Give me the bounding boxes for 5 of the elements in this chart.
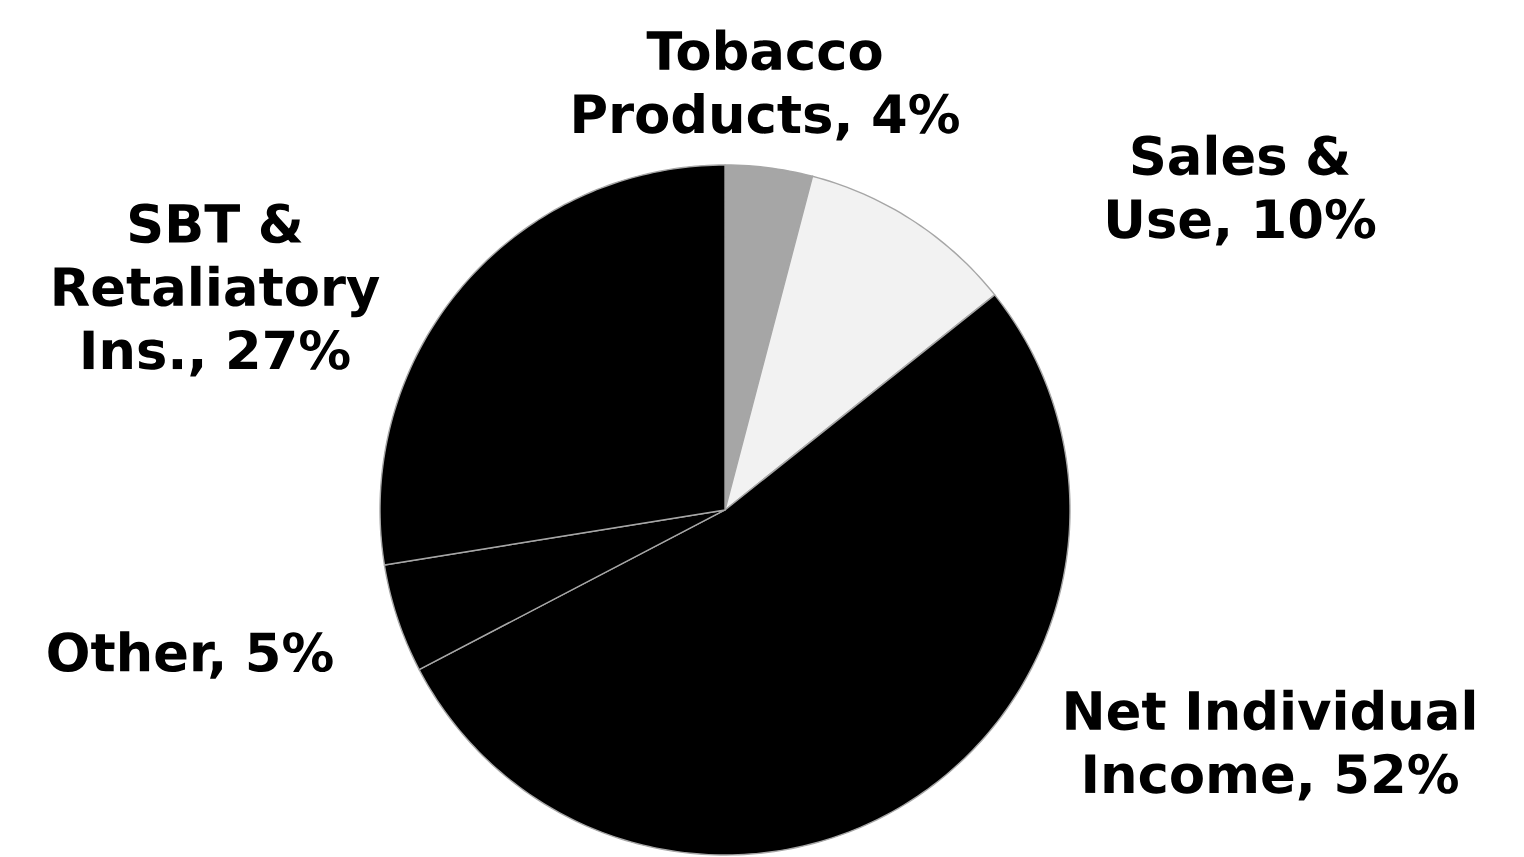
- slice-label: Other, 5%: [48, 631, 333, 679]
- slice-label: SBT & Retaliatory Ins., 27%: [54, 203, 380, 377]
- slice-label: Tobacco Products, 4%: [574, 29, 959, 141]
- slice-label: Net Individual Income, 52%: [1066, 689, 1475, 801]
- slice-label: Sales & Use, 10%: [1108, 134, 1376, 246]
